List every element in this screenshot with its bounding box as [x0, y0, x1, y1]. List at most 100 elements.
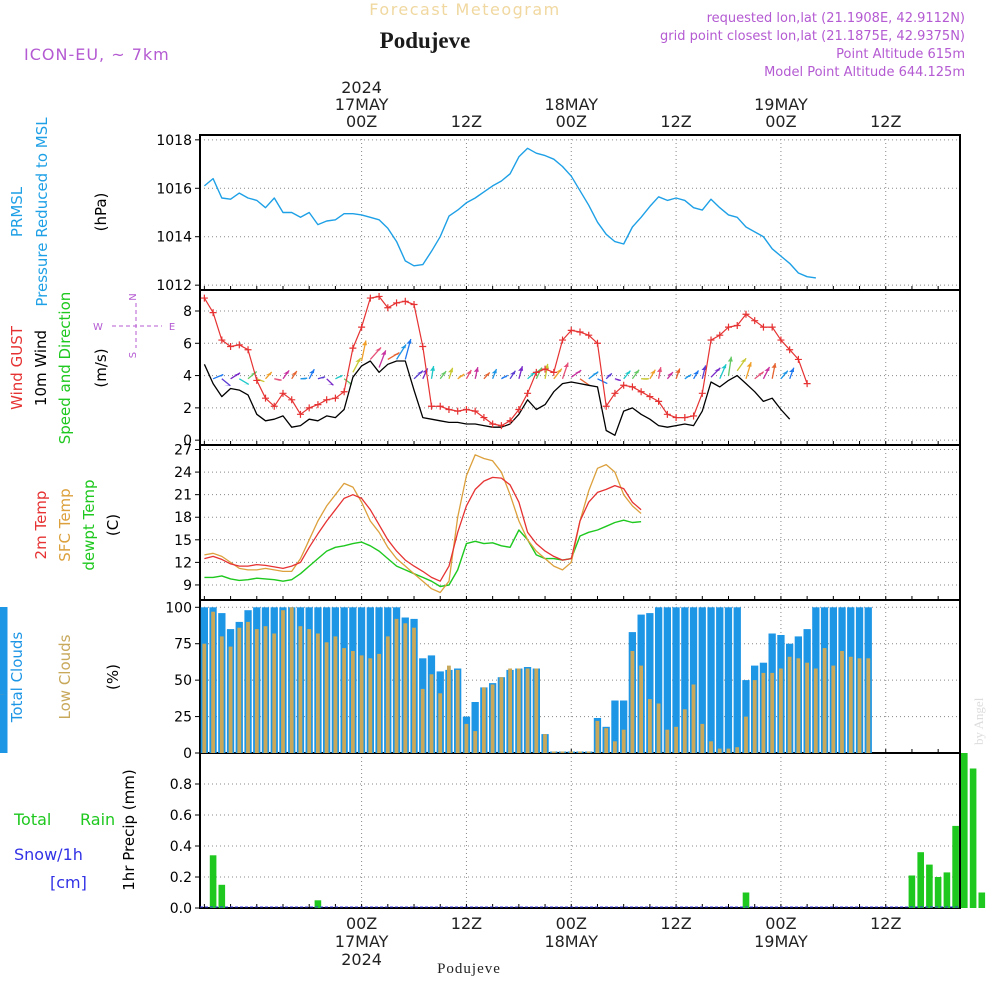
gust-marker — [227, 343, 235, 351]
low-cloud-bar — [333, 636, 338, 753]
grid-point-location: grid point closest lon,lat (21.1875E, 42… — [660, 29, 965, 44]
low-cloud-bar — [717, 748, 722, 753]
wind-arrow — [300, 377, 308, 380]
rain-bar — [952, 825, 959, 908]
wind-arrow-head — [746, 362, 752, 367]
bottom-time-label: 2024 — [341, 950, 382, 969]
wind-arrow-head — [757, 371, 764, 375]
gust-marker — [384, 304, 392, 312]
top-time-label: 17MAY — [335, 95, 389, 114]
wind-arrow-head — [473, 367, 479, 372]
low-cloud-bar — [787, 656, 792, 753]
wind-arrow-head — [440, 371, 447, 375]
low-cloud-bar — [246, 621, 250, 753]
low-cloud-bar — [254, 629, 259, 753]
gust-marker — [279, 389, 287, 397]
precip-panel: 0.0 0.2 0.4 0.6 0.8 — [170, 752, 961, 917]
gust-marker — [803, 380, 811, 388]
wind-arrow-head — [789, 367, 794, 372]
wind-arrow-head — [375, 347, 381, 351]
pressure-line — [203, 147, 816, 279]
wind-arrow-head — [563, 362, 569, 367]
low-cloud-bar — [770, 672, 775, 753]
wind-arrow-head — [605, 373, 612, 377]
bottom-time-label: 00Z — [346, 914, 377, 933]
low-cloud-bar — [438, 693, 443, 753]
temp-y-tick-label: 21 — [174, 488, 192, 504]
gust-marker — [681, 414, 689, 422]
total-cloud-bar — [672, 607, 680, 753]
low-cloud-bar — [682, 709, 687, 753]
gust-marker — [218, 336, 226, 344]
clouds-y-tick-label: 100 — [165, 600, 192, 616]
wind-arrow-head — [771, 363, 777, 368]
wind-arrow-head — [518, 366, 524, 371]
wind-arrow-head — [483, 372, 490, 376]
clouds-y-tick-label: 75 — [174, 637, 192, 653]
bottom-time-label: 12Z — [451, 914, 482, 933]
low-cloud-bar — [351, 651, 355, 753]
wind-arrow-head — [501, 375, 508, 378]
wind-frame — [199, 289, 961, 446]
wind-axis-label: Speed and Direction — [56, 292, 74, 445]
chart-layers: 1012101410161018024689121518212427025507… — [0, 78, 986, 969]
wind-arrow-head — [224, 385, 231, 386]
wind-axis-label: Wind GUST — [8, 325, 26, 410]
wind-y-tick-label: 8 — [183, 304, 192, 320]
precip-total-label: Total — [13, 810, 51, 829]
gust-marker — [559, 336, 567, 344]
low-cloud-bar — [324, 642, 329, 753]
wind-arrow-head — [764, 366, 770, 371]
total-cloud-bar — [0, 607, 8, 753]
wind-arrow-head — [430, 366, 435, 371]
low-cloud-bar — [866, 658, 871, 753]
low-cloud-bar — [412, 627, 416, 753]
temp-axis-label: 2m Temp — [32, 491, 50, 560]
gust-marker — [454, 407, 462, 415]
temp-y-tick-label: 12 — [174, 555, 192, 571]
low-cloud-bar — [473, 731, 478, 753]
wind-arrow-head — [416, 370, 423, 374]
gust-marker — [462, 405, 470, 413]
wind-arrow-head — [216, 374, 224, 377]
total-cloud-bar — [733, 607, 741, 753]
gust-marker — [646, 393, 654, 401]
compass-west: W — [93, 322, 103, 333]
gust-marker — [524, 389, 532, 397]
temp-panel: 9 12 15 18 21 24 27 — [174, 443, 961, 601]
pressure-y-tick-label: 1016 — [156, 181, 192, 197]
low-cloud-bar — [298, 626, 303, 753]
low-cloud-bar — [228, 646, 233, 753]
requested-location: requested lon,lat (21.1908E, 42.9112N) — [707, 11, 965, 26]
low-cloud-bar — [752, 680, 757, 753]
wind-arrow — [238, 378, 250, 385]
gust-marker — [253, 376, 261, 384]
low-cloud-bar — [211, 611, 215, 753]
gust-marker — [576, 328, 584, 336]
low-cloud-bar — [455, 669, 460, 753]
rain-bar — [218, 884, 226, 909]
low-cloud-bar — [551, 751, 556, 753]
pressure-y-tick-label: 1014 — [156, 230, 192, 246]
low-cloud-bar — [508, 668, 512, 753]
total-cloud-bar — [0, 694, 8, 753]
low-cloud-bar — [831, 665, 836, 753]
low-cloud-bar — [630, 651, 635, 753]
gust-marker — [663, 410, 671, 418]
rain-bar — [209, 855, 217, 908]
low-cloud-bar — [281, 610, 285, 753]
low-cloud-bar — [377, 653, 381, 753]
station-title: Podujeve — [380, 28, 471, 53]
wind-compass: N S W E — [93, 293, 175, 358]
low-cloud-bar — [307, 629, 312, 753]
low-cloud-bar — [316, 633, 320, 753]
low-cloud-bar — [499, 677, 504, 753]
wind-arrow-head — [309, 369, 315, 374]
wind-arrow-head — [721, 364, 727, 369]
low-cloud-bar — [289, 607, 294, 753]
total-cloud-bar — [698, 607, 706, 753]
low-cloud-bar — [385, 636, 390, 753]
gust-marker — [296, 410, 304, 418]
wind-y-tick-label: 0 — [183, 433, 192, 449]
total-cloud-bar — [716, 607, 724, 753]
